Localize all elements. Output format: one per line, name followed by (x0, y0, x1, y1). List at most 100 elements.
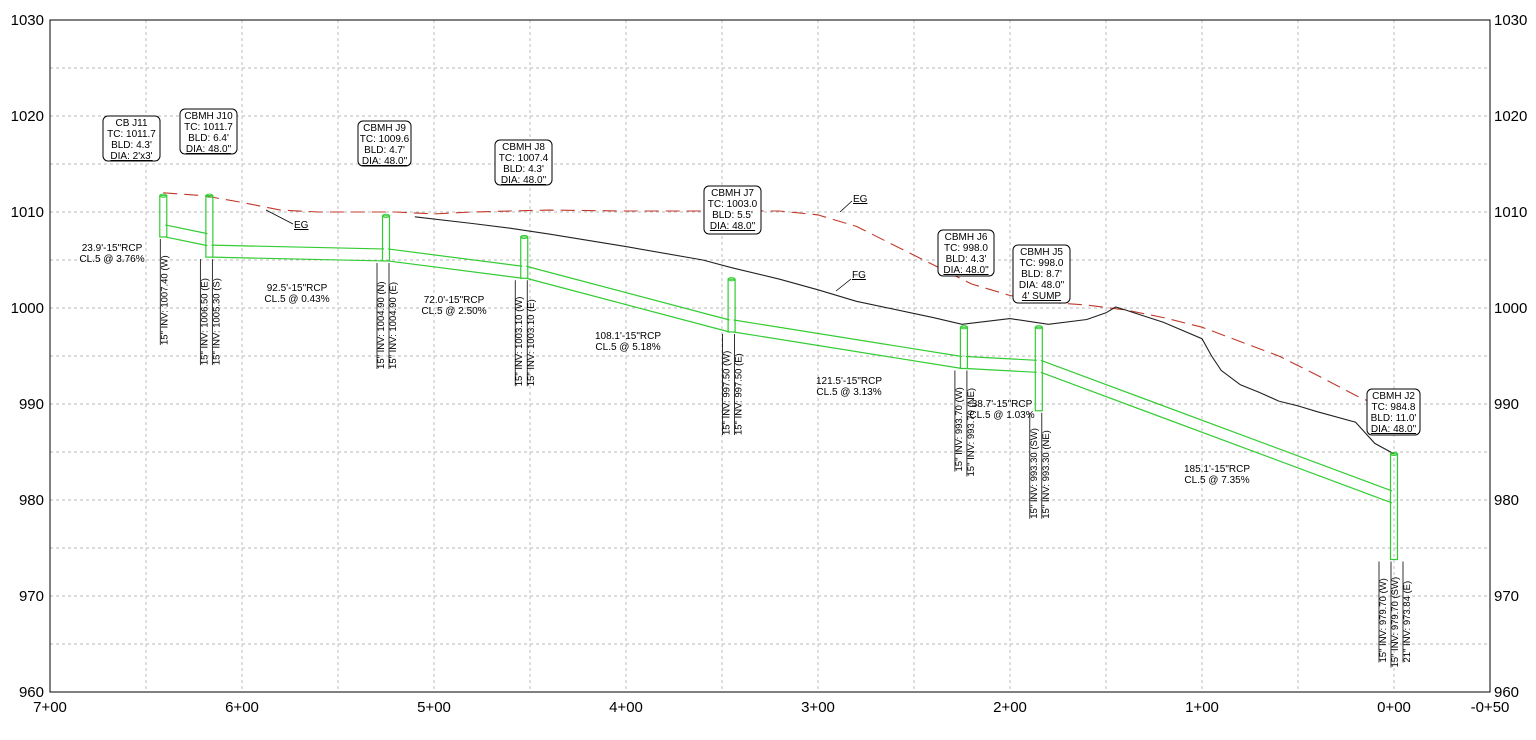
pipe-slope-label: CL.5 @ 1.03% (969, 410, 1034, 421)
invert-label: 15" INV: 993.70 (W) (954, 387, 965, 471)
structure-label-line: DIA: 48.0" (1019, 280, 1065, 291)
y-tick-label-right: 1030 (1494, 12, 1527, 29)
finished-grade-line (414, 216, 1395, 455)
invert-label: 15" INV: 1005.30 (S) (211, 278, 222, 365)
invert-label: 15" INV: 997.50 (E) (734, 353, 745, 435)
invert-label: 15" INV: 1003.10 (W) (514, 297, 525, 387)
structure-label-line: CBMH J10 (184, 111, 233, 122)
x-tick-label: -0+50 (1471, 699, 1510, 716)
eg-leader (265, 209, 294, 225)
structure-label-line: CBMH J9 (363, 123, 406, 134)
structure-label-box (357, 120, 412, 167)
pipe-slope-label: CL.5 @ 0.43% (264, 294, 329, 305)
y-tick-label-right: 990 (1494, 396, 1519, 413)
axes: 960 960 970 970 980 980 990 990 1000 1000 1010 1010… (11, 12, 1528, 716)
structure-cap (959, 325, 968, 330)
structure-label-line: CBMH J8 (502, 142, 545, 153)
structure-label-line: TC: 1003.0 (708, 199, 758, 210)
structure-label-line: CB J11 (115, 118, 147, 129)
pipe-size-label: 72.0'-15"RCP (424, 295, 485, 306)
structure-label-line: DIA: 2'x3' (110, 151, 152, 162)
structure-body (1389, 453, 1399, 561)
invert-label: 15" INV: 993.30 (SW) (1029, 428, 1040, 519)
structure-body (1034, 326, 1043, 412)
x-tick-label: 4+00 (609, 699, 643, 716)
existing-grade-line (163, 192, 1395, 414)
pipe-crown-line (387, 248, 523, 267)
ground-surfaces (163, 192, 1395, 455)
pipe-size-label: 121.5'-15"RCP (816, 376, 882, 387)
structure-label-line: TC: 1011.7 (107, 129, 156, 140)
structure-label-box (937, 229, 995, 277)
fg-label: FG (852, 270, 866, 281)
structure-cap (205, 193, 214, 198)
structure-label-line: BLD: 6.4' (188, 133, 229, 144)
structure-label-line: DIA: 48.0" (943, 265, 989, 276)
pipe-size-label: 185.1'-15"RCP (1184, 464, 1250, 475)
pipe-crown-line (211, 244, 385, 250)
structure-cap (382, 213, 390, 218)
structure-label-line: TC: 1009.6 (360, 134, 410, 145)
x-tick-label: 3+00 (801, 699, 835, 716)
structure-label-box (494, 139, 553, 186)
pipe-size-label: 38.7'-15"RCP (972, 399, 1033, 410)
pipe-slope-label: CL.5 @ 2.50% (421, 306, 486, 317)
pipe-invert-line (387, 260, 523, 279)
pipe-slope-label: CL.5 @ 5.18% (595, 342, 660, 353)
structure-label-line: BLD: 11.0' (1371, 413, 1417, 424)
invert-label: 21" INV: 973.84 (E) (1402, 581, 1413, 663)
eg-label-1: EG (294, 220, 309, 231)
grid (50, 20, 1490, 692)
structure-label-line: BLD: 4.7' (364, 145, 405, 156)
structure-label-line: BLD: 4.3' (946, 254, 987, 265)
structure-body (520, 236, 529, 279)
structure-label-line: TC: 1011.7 (184, 122, 233, 133)
structure-label-line: BLD: 5.5' (712, 210, 753, 221)
structure-label-line: DIA: 48.0" (186, 144, 232, 155)
invert-label: 15" INV: 993.30 (NE) (1041, 430, 1052, 519)
y-tick-label-right: 1000 (1494, 300, 1527, 317)
pipe-invert-line (1040, 371, 1393, 504)
invert-label: 15" INV: 1004.90 (N) (376, 281, 387, 369)
structure-label-line: BLD: 4.3' (503, 164, 544, 175)
pipes (165, 224, 1393, 504)
structure-cap (727, 277, 736, 282)
structure-label-line: DIA: 48.0" (710, 221, 756, 232)
invert-label: 15" INV: 1007.40 (W) (159, 255, 170, 345)
structure-cap (520, 234, 529, 240)
structure-label-line: DIA: 48.0" (362, 156, 408, 167)
pipe-invert-line (526, 277, 730, 333)
pipe-invert-line (965, 367, 1037, 373)
structure-label-line: TC: 1007.4 (499, 153, 549, 164)
y-tick-label-right: 1010 (1494, 204, 1527, 221)
pipe-slope-label: CL.5 @ 3.13% (816, 387, 881, 398)
invert-label: 15" INV: 993.70 (NE) (966, 388, 977, 477)
pipe-size-label: 108.1'-15"RCP (595, 331, 661, 342)
structure-label-line: DIA: 48.0" (1371, 424, 1417, 435)
structure-label-line: BLD: 8.7' (1021, 269, 1062, 280)
invert-label: 15" INV: 1003.10 (E) (526, 299, 537, 386)
structure-label-line: CBMH J5 (1020, 247, 1063, 258)
eg-leader (839, 200, 853, 213)
structure-body (159, 195, 168, 238)
structure-label-line: TC: 998.0 (944, 243, 988, 254)
structure-body (205, 195, 214, 258)
structure-label-box (179, 108, 238, 155)
structure-body (959, 326, 969, 370)
structure-cap (159, 193, 168, 198)
x-tick-label: 2+00 (993, 699, 1027, 716)
structure-cap (1034, 325, 1043, 330)
pipe-crown-line (965, 355, 1037, 361)
y-tick-label-left: 1000 (11, 300, 44, 317)
structure-body (727, 278, 736, 333)
x-tick-label: 7+00 (33, 699, 67, 716)
structure-label-line: CBMH J6 (945, 232, 988, 243)
pipe-invert-line (165, 236, 208, 247)
y-tick-label-right: 960 (1494, 684, 1519, 701)
y-tick-label-left: 970 (19, 588, 44, 605)
structure-label-line: TC: 998.0 (1020, 258, 1064, 269)
structure-label-line: DIA: 48.0" (501, 175, 547, 186)
structure-label-box (1012, 244, 1071, 304)
